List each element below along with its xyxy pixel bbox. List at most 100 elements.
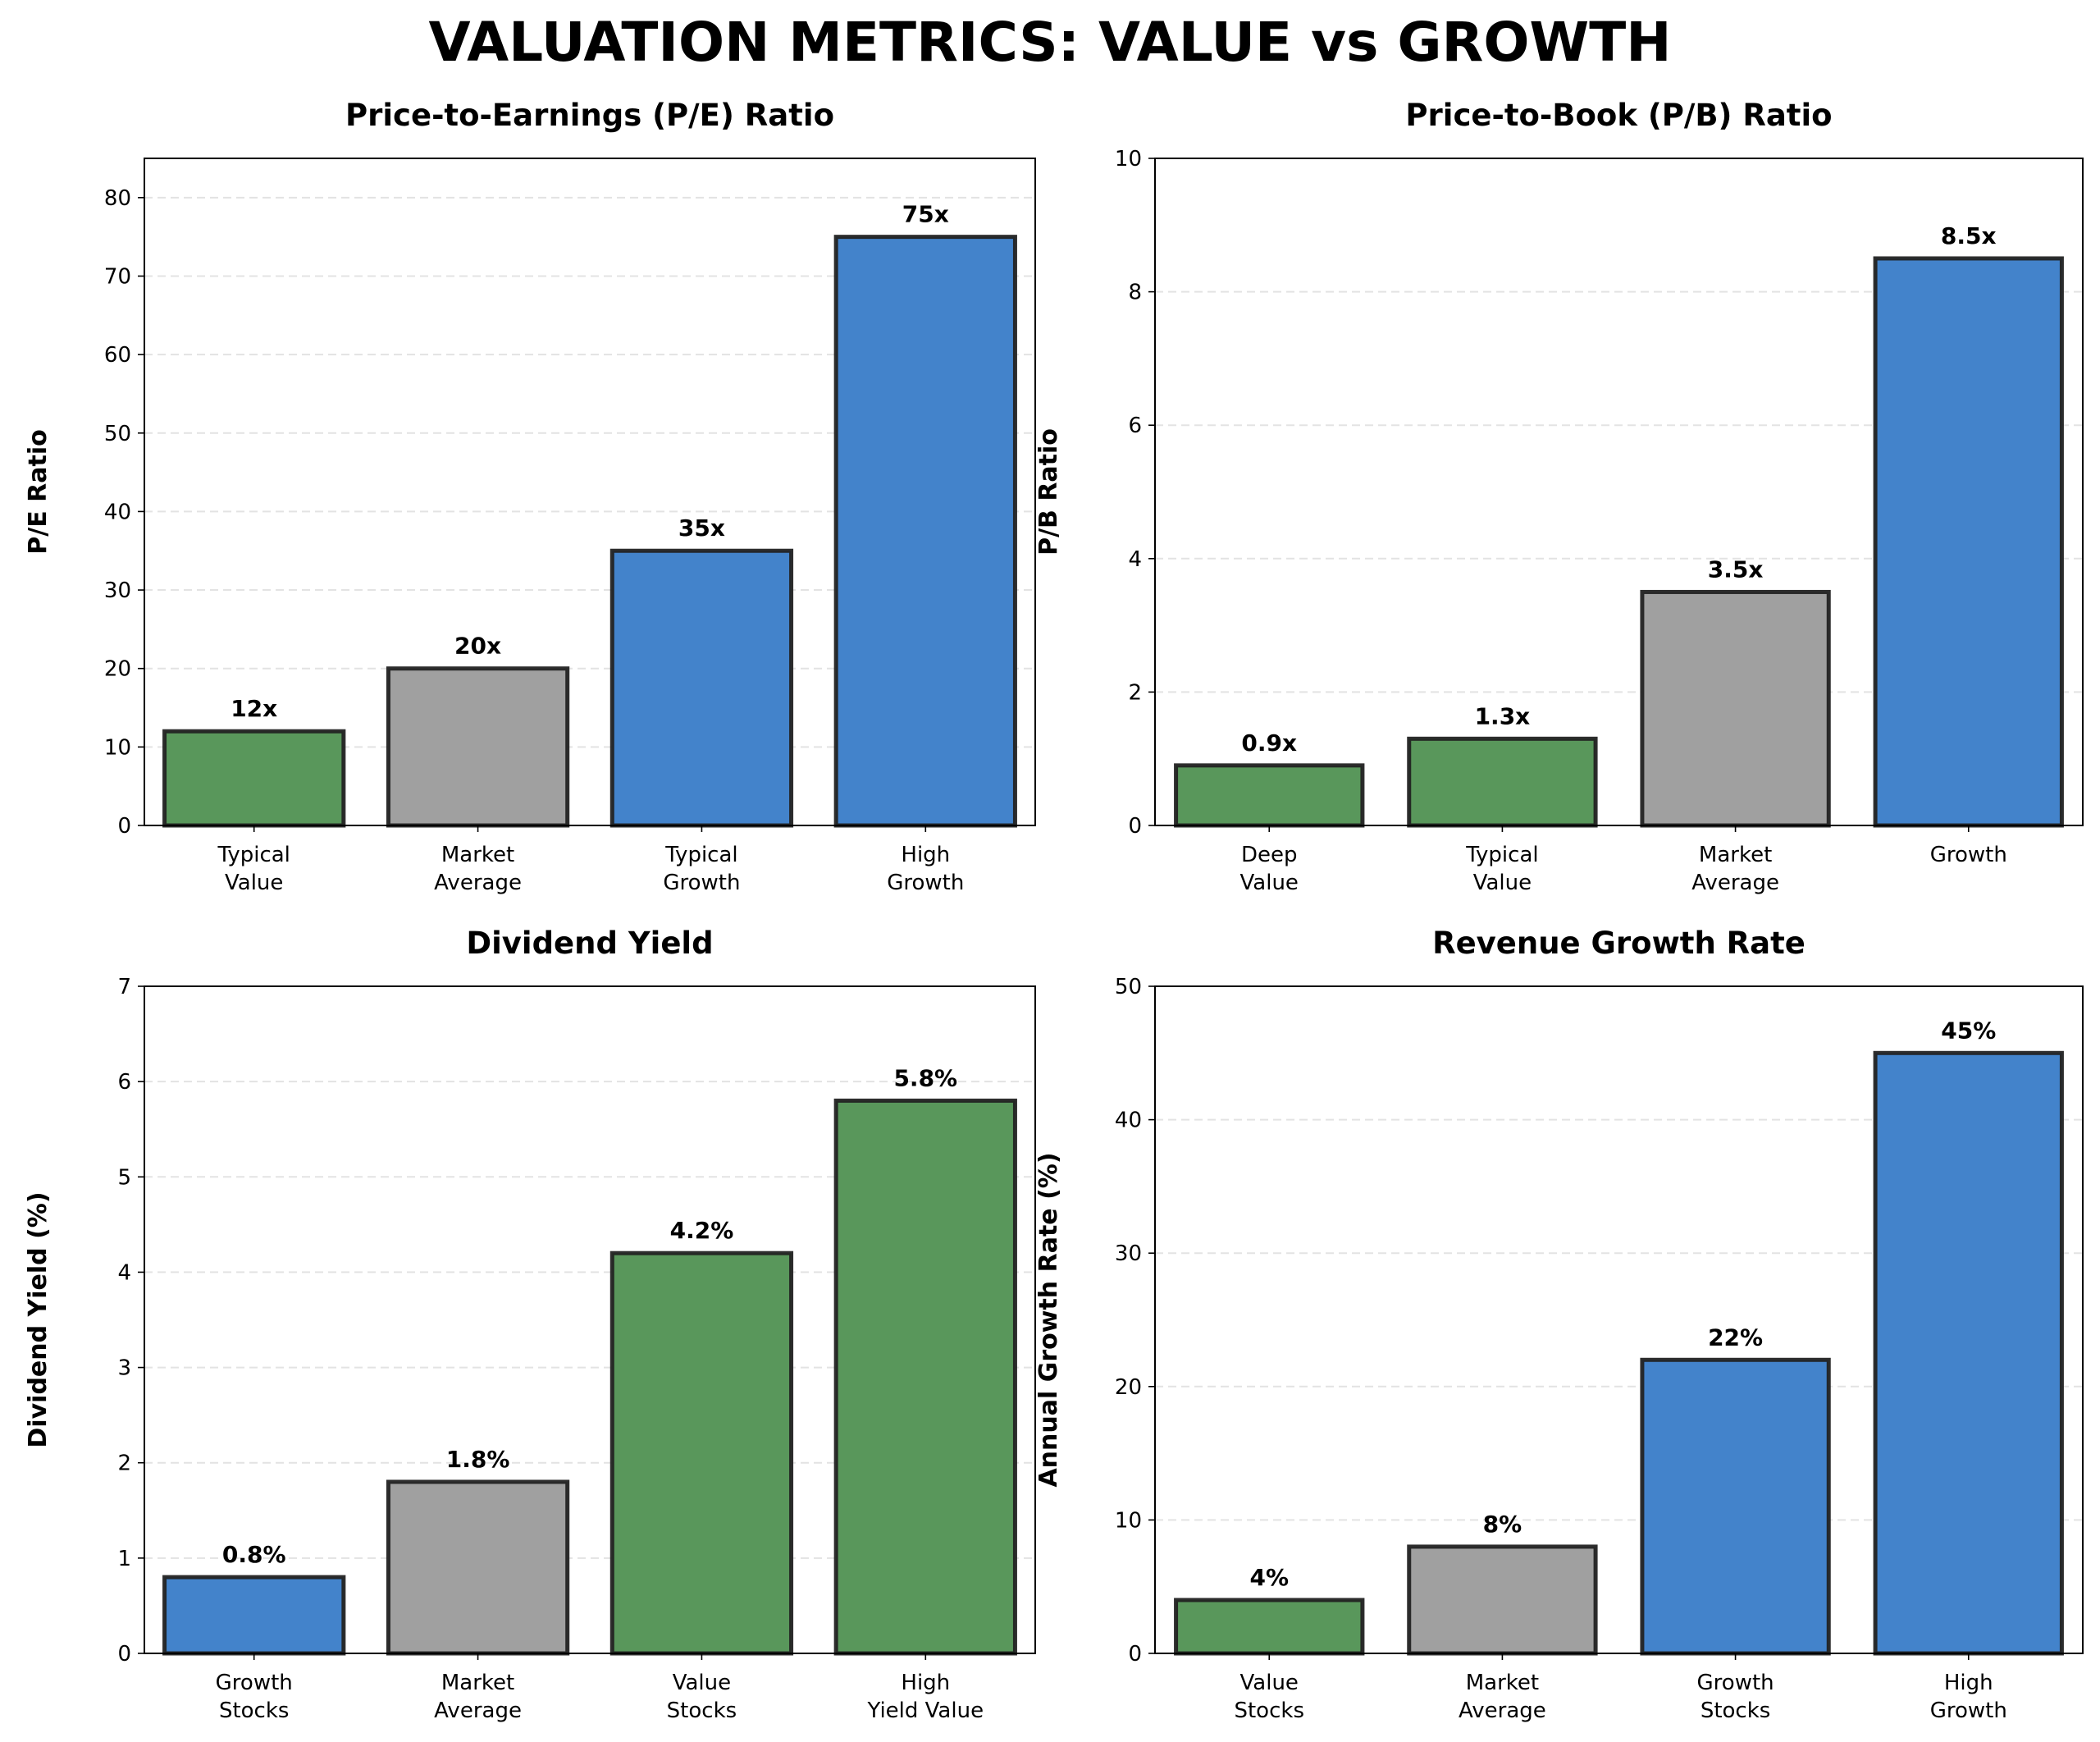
bar [833,235,1017,828]
y-tick-label: 2 [117,1452,131,1476]
x-tick-label: Market Average [434,843,522,895]
y-tick-label: 0 [1128,1642,1142,1667]
axes-frame [1154,158,2084,826]
x-tick-label-line: Growth [1930,843,2007,867]
y-tick-label: 70 [104,264,131,289]
bar [833,1098,1017,1656]
y-tick-label: 4 [117,1260,131,1285]
subplot-3: Dividend Yield Dividend Yield (%) 0 1 2 3 4 5 6 7… [24,926,1036,1723]
bar [1407,736,1598,828]
x-tick-label: Growth [1930,843,2007,867]
x-tick-label-line: Growth [1930,1699,2007,1723]
bar [162,1575,346,1656]
x-tick-label-line: High [901,1671,950,1695]
data-label: 4.2% [670,1217,734,1244]
bar [609,1250,794,1656]
x-tick-label: Market Average [1691,843,1779,895]
y-tick-label: 6 [117,1070,131,1095]
y-tick-label: 0 [1128,814,1142,839]
x-tick-label-line: Market [1466,1671,1539,1695]
data-label: 5.8% [893,1064,957,1091]
x-tick-label-line: Typical [1465,843,1538,867]
data-label: 1.8% [446,1446,510,1473]
y-tick-label: 10 [1115,147,1142,171]
x-tick-label-line: Stocks [667,1699,737,1723]
data-label: 35x [678,514,725,542]
x-tick-label-line: Value [225,871,283,895]
x-tick-label: Typical Growth [663,843,740,895]
axes-frame [144,158,1036,826]
y-tick-label: 6 [1128,414,1142,438]
axes-frame [1154,985,2084,1654]
x-tick-label: Value Stocks [1234,1671,1304,1723]
x-tick-label-line: Typical [217,843,290,867]
bar [386,666,570,828]
subplot-1: Price-to-Earnings (P/E) Ratio P/E Ratio 0 1… [24,98,1036,895]
y-tick-label: 7 [117,975,131,999]
y-axis-label: Dividend Yield (%) [24,1191,52,1447]
axes-frame [144,985,1036,1654]
y-tick-label: 8 [1128,281,1142,305]
x-tick-label-line: Market [1699,843,1772,867]
x-tick-label-line: Stocks [219,1699,290,1723]
y-axis-label: P/B Ratio [1034,428,1063,556]
y-tick-label: 1 [117,1547,131,1571]
x-tick-label-line: Value [1240,1671,1299,1695]
y-tick-label: 80 [104,186,131,211]
x-tick-label-line: Stocks [1701,1699,1771,1723]
data-label: 8.5x [1941,222,1997,249]
data-label: 20x [454,633,501,660]
x-tick-label-line: Average [434,871,522,895]
y-tick-label: 10 [104,735,131,760]
x-tick-label: High Growth [887,843,964,895]
x-tick-label: Market Average [434,1671,522,1723]
y-tick-label: 40 [1115,1109,1142,1133]
x-tick-label: High Yield Value [867,1671,984,1723]
x-tick-label-line: Deep [1241,843,1298,867]
data-label: 3.5x [1708,556,1764,583]
y-tick-label: 60 [104,343,131,368]
subplot-title: Price-to-Earnings (P/E) Ratio [345,98,834,133]
y-axis-label: P/E Ratio [24,429,52,554]
figure-title: VALUATION METRICS: VALUE vs GROWTH [428,11,1671,74]
data-label: 1.3x [1475,702,1531,729]
data-label: 22% [1708,1324,1763,1351]
x-tick-label-line: Value [673,1671,731,1695]
y-axis-label: Annual Growth Rate (%) [1034,1152,1063,1487]
data-label: 75x [902,201,949,228]
data-label: 12x [231,695,277,722]
x-tick-label-line: Average [434,1699,522,1723]
x-tick-label-line: Market [441,1671,514,1695]
data-label: 8% [1483,1511,1522,1538]
x-tick-label-line: Average [1459,1699,1546,1723]
x-tick-label: Deep Value [1240,843,1299,895]
x-tick-label-line: Growth [887,871,964,895]
bar [1640,589,1831,828]
data-label: 0.9x [1241,729,1297,757]
y-tick-label: 50 [104,422,131,446]
bar [1174,763,1365,828]
x-tick-label-line: Average [1691,871,1779,895]
subplot-title: Price-to-Book (P/B) Ratio [1405,98,1832,133]
y-tick-label: 4 [1128,547,1142,572]
subplot-2: Price-to-Book (P/B) Ratio P/B Ratio 0 2 4 6 8 1… [1034,98,2084,895]
y-tick-label: 30 [1115,1241,1142,1266]
x-tick-label-line: Growth [1697,1671,1774,1695]
bar [1873,256,2064,828]
x-tick-label: Typical Value [1465,843,1538,895]
subplot-4: Revenue Growth Rate Annual Growth Rate (%… [1034,926,2084,1723]
y-tick-label: 10 [1115,1508,1142,1533]
subplot-title: Dividend Yield [466,926,713,961]
y-tick-label: 0 [117,1642,131,1667]
x-tick-label-line: Typical [664,843,737,867]
x-tick-label-line: Value [1240,871,1299,895]
bar [1407,1544,1598,1656]
x-tick-label: Growth Stocks [216,1671,293,1723]
data-label: 0.8% [222,1541,286,1568]
y-tick-label: 50 [1115,975,1142,999]
y-tick-label: 5 [117,1165,131,1190]
bar [609,548,794,828]
x-tick-label-line: Growth [663,871,740,895]
bar [1873,1050,2064,1656]
bar [386,1479,570,1656]
